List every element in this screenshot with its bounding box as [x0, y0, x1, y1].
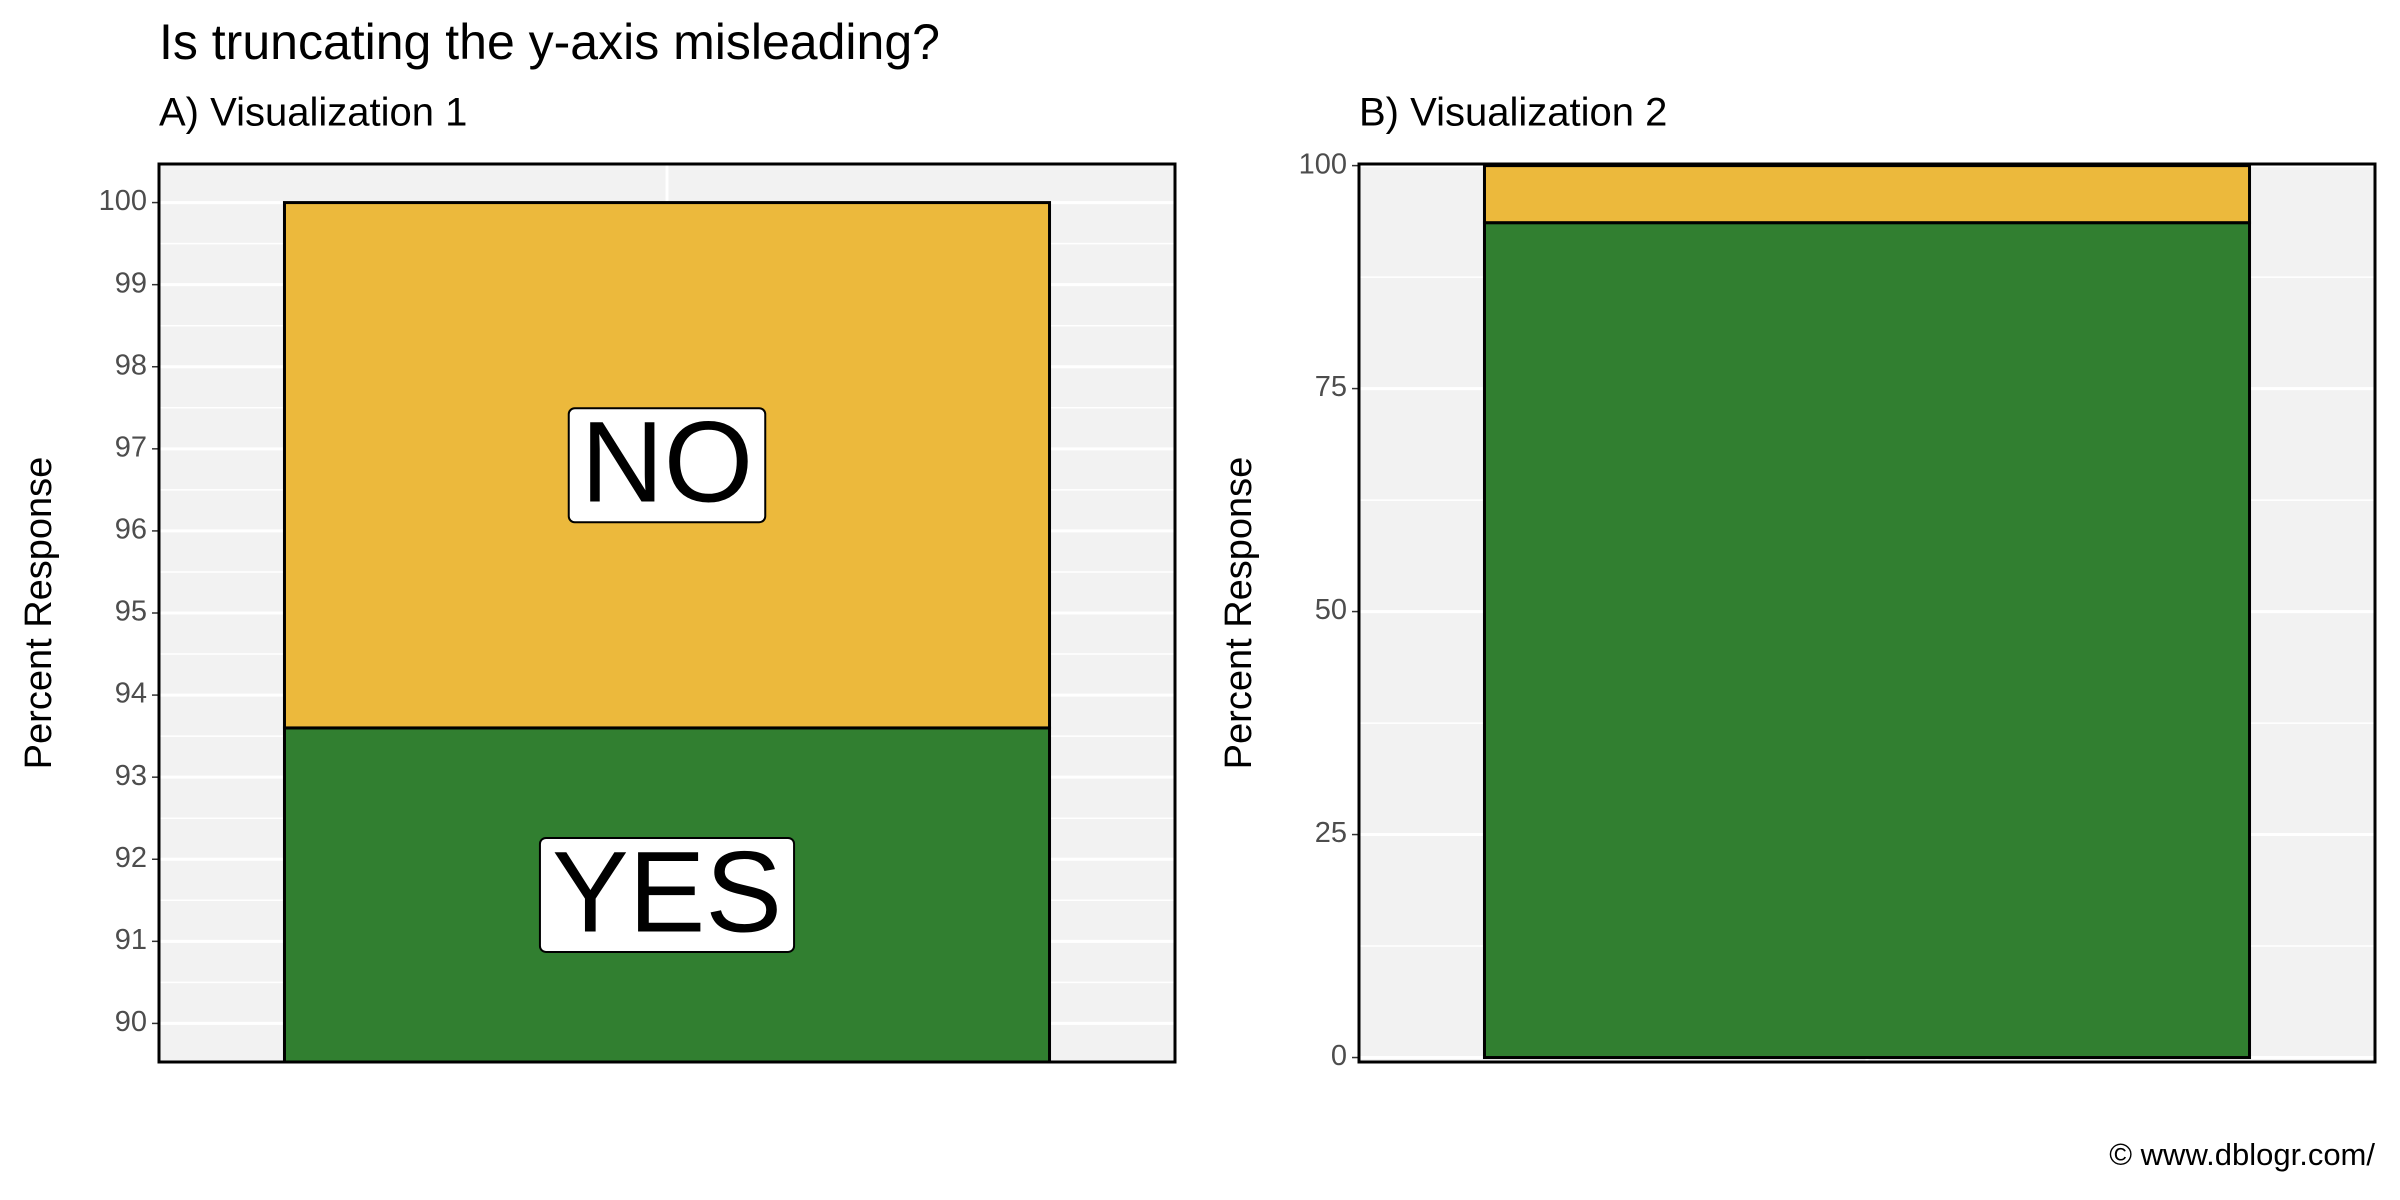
bar-segment [282, 726, 1052, 1062]
y-tick-label: 0 [1331, 1040, 1347, 1072]
bar-label-box [567, 407, 767, 524]
y-tick-label: 100 [99, 185, 147, 217]
y-tick-label: 75 [1315, 371, 1347, 403]
y-tick-label: 93 [115, 760, 147, 792]
bar-label: YES [552, 828, 782, 956]
bar-label: NO [581, 399, 754, 527]
page-title: Is truncating the y-axis misleading? [159, 14, 940, 70]
y-tick-label: 95 [115, 596, 147, 628]
bar-segment [1482, 164, 2252, 225]
y-tick-label: 50 [1315, 594, 1347, 626]
y-axis-label: Percent Response [18, 457, 60, 770]
y-tick-label: 90 [115, 1006, 147, 1038]
panel-border [157, 162, 1177, 1064]
y-tick-label: 97 [115, 431, 147, 463]
panel-border [1357, 162, 2377, 1064]
y-tick-label: 25 [1315, 817, 1347, 849]
subtitle: A) Visualization 1 [159, 91, 467, 135]
bar-label-box [538, 836, 796, 953]
bars [1482, 164, 2252, 1060]
y-tick-label: 92 [115, 842, 147, 874]
y-tick-label: 100 [1299, 148, 1347, 180]
y-tick-label: 99 [115, 267, 147, 299]
y-tick-label: 94 [115, 678, 147, 710]
y-tick-label: 96 [115, 514, 147, 546]
y-tick-label: 98 [115, 349, 147, 381]
y-tick-label: 91 [115, 924, 147, 956]
caption: © www.dblogr.com/ [2109, 1137, 2375, 1172]
subtitle: B) Visualization 2 [1359, 91, 1667, 135]
y-axis-label: Percent Response [1218, 457, 1260, 770]
bars [282, 201, 1052, 1062]
bar-segment [1482, 221, 2252, 1060]
